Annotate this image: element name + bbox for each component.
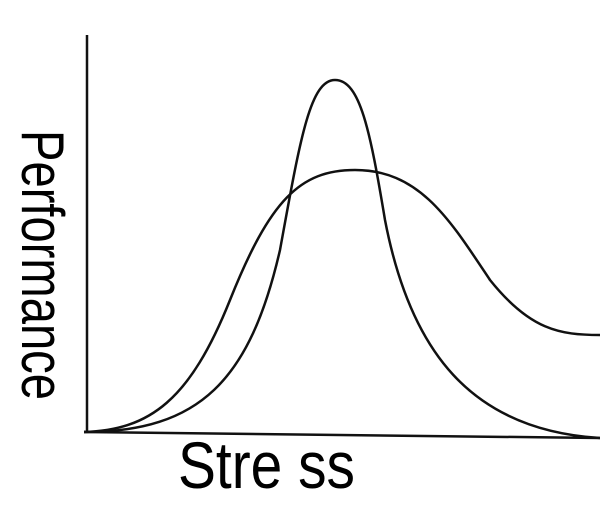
y-axis-label: Performance [9,130,76,400]
narrow-curve [83,78,600,440]
wide-curve [83,168,600,434]
x-axis-label: Stre ss [178,428,355,502]
x-axis [83,430,600,440]
